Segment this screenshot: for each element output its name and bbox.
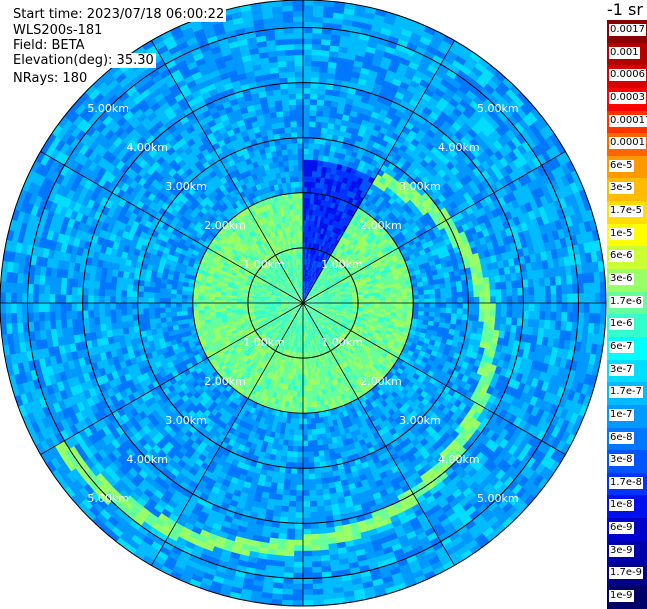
data-cell	[440, 293, 446, 299]
data-cell	[583, 283, 589, 295]
data-cell	[310, 534, 320, 540]
data-cell	[293, 540, 303, 546]
data-cell	[311, 561, 322, 567]
data-cell	[309, 506, 318, 512]
data-cell	[294, 534, 304, 540]
data-cell	[307, 440, 313, 446]
data-cell	[310, 550, 320, 556]
data-cell	[309, 490, 317, 496]
data-cell	[308, 484, 316, 490]
data-cell	[550, 285, 556, 295]
data-cell	[303, 33, 314, 39]
data-cell	[309, 495, 317, 501]
data-cell	[307, 429, 313, 435]
data-cell	[534, 286, 540, 296]
data-cell	[303, 66, 313, 72]
data-cell	[567, 284, 573, 295]
data-cell	[308, 473, 315, 479]
data-cell	[529, 303, 535, 312]
data-cell	[310, 545, 320, 551]
data-cell	[506, 288, 512, 297]
data-cell	[567, 303, 573, 314]
data-cell	[545, 286, 551, 296]
data-cell	[293, 545, 303, 551]
data-cell	[294, 529, 303, 535]
data-cell	[495, 289, 501, 297]
data-cell	[303, 55, 313, 61]
data-cell	[293, 551, 303, 557]
data-cell	[479, 303, 485, 310]
data-cell	[307, 424, 312, 430]
data-cell	[562, 303, 568, 314]
data-cell	[303, 11, 315, 17]
data-cell	[303, 22, 314, 28]
data-cell	[578, 303, 584, 314]
data-cell	[311, 567, 322, 573]
ppi-plot: 1.00km2.00km3.00km4.00km5.00km1.00km2.00…	[0, 0, 607, 607]
data-cell	[303, 71, 312, 77]
data-cell	[312, 594, 324, 601]
data-cell	[303, 5, 315, 11]
data-cell	[303, 44, 313, 50]
data-cell	[539, 286, 545, 296]
data-cell	[551, 303, 557, 313]
data-cell	[310, 539, 320, 545]
data-cell	[294, 512, 303, 518]
data-cell	[457, 292, 463, 299]
data-cell	[473, 291, 479, 298]
data-cell	[429, 294, 435, 300]
data-cell	[312, 589, 324, 596]
data-cell	[490, 290, 496, 298]
data-cell	[311, 556, 322, 562]
data-cell	[584, 303, 590, 315]
data-cell	[292, 562, 303, 568]
data-cell	[303, 16, 315, 22]
data-cell	[296, 479, 303, 485]
data-cell	[293, 556, 303, 562]
data-cell	[501, 289, 507, 297]
data-cell	[308, 457, 315, 463]
data-cell	[309, 501, 317, 507]
data-cell	[311, 583, 323, 589]
data-cell	[424, 294, 430, 299]
data-cell	[310, 528, 320, 534]
data-cell	[484, 290, 490, 298]
data-cell	[303, 60, 313, 66]
data-cell	[561, 285, 567, 296]
data-cell	[310, 523, 319, 529]
data-cell	[309, 512, 318, 518]
data-cell	[528, 287, 534, 297]
data-cell	[540, 303, 546, 313]
data-cell	[303, 0, 315, 6]
data-cell	[303, 88, 312, 94]
data-cell	[595, 303, 601, 315]
data-cell	[594, 282, 601, 294]
data-cell	[303, 49, 313, 55]
data-cell	[556, 285, 562, 296]
data-cell	[589, 283, 596, 295]
data-cell	[512, 303, 518, 312]
data-cell	[556, 303, 562, 313]
data-cell	[523, 287, 529, 296]
data-cell	[589, 303, 595, 315]
data-cell	[534, 303, 540, 313]
data-cell	[303, 38, 314, 44]
data-cell	[303, 121, 310, 127]
data-cell	[545, 303, 551, 313]
data-cell	[512, 288, 518, 297]
